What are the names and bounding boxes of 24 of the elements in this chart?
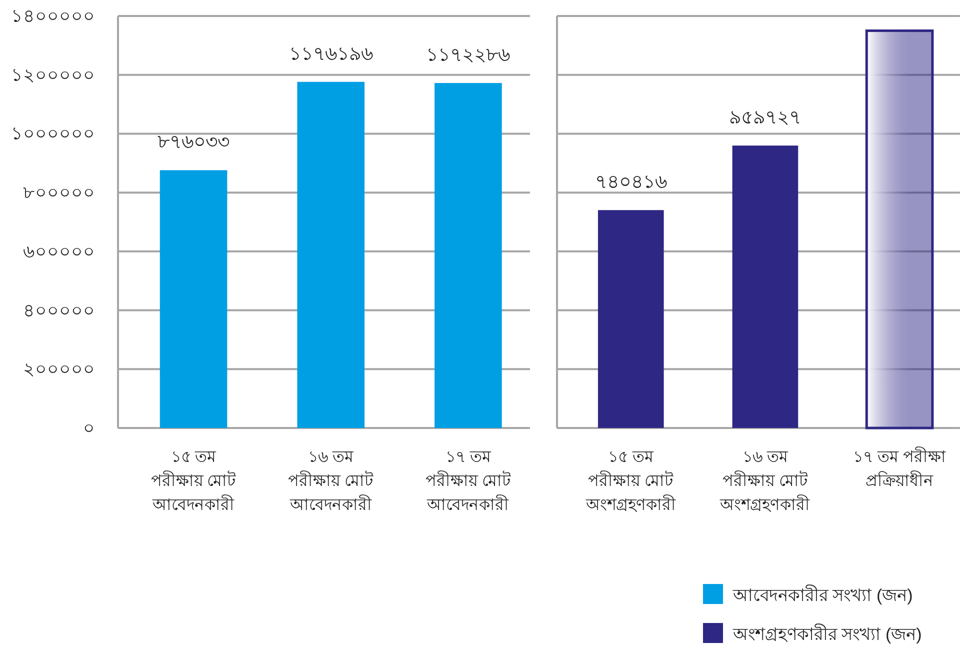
bar xyxy=(434,83,502,428)
x-tick-label: ১৭ তম পরীক্ষায় মোট আবেদনকারী xyxy=(425,449,511,514)
bar xyxy=(160,170,228,428)
legend-label: অংশগ্রহণকারীর সংখ্যা (জন) xyxy=(732,624,922,644)
x-tick-label: ১৬ তম পরীক্ষায় মোট অংশগ্রহণকারী xyxy=(719,449,810,514)
data-label: ১১৭৬১৯৬ xyxy=(288,44,373,65)
y-tick-label: ০ xyxy=(83,418,95,438)
x-tick-label: ১৫ তম পরীক্ষায় মোট আবেদনকারী xyxy=(150,449,236,514)
y-tick-label: ২০০০০০ xyxy=(23,359,95,380)
y-tick-label: ৪০০০০০ xyxy=(23,300,95,320)
y-tick-label: ১২০০০০০ xyxy=(11,64,95,85)
data-label: ১১৭২২৮৬ xyxy=(426,45,510,66)
data-label: ৮৭৬০৩৩ xyxy=(158,132,230,154)
y-tick-label: ১৪০০০০০ xyxy=(11,6,95,26)
bar xyxy=(297,82,365,428)
data-label: ৯৫৯৭২৭ xyxy=(729,108,802,129)
y-tick-label: ১০০০০০০ xyxy=(11,124,95,144)
y-tick-label: ৬০০০০০ xyxy=(23,241,95,262)
x-tick-label: ১৫ তম পরীক্ষায় মোট অংশগ্রহণকারী xyxy=(584,449,676,514)
x-tick-label: ১৬ তম পরীক্ষায় মোট আবেদনকারী xyxy=(288,449,374,514)
legend-label: আবেদনকারীর সংখ্যা (জন) xyxy=(732,585,913,605)
x-tick-label: ১৭ তম পরীক্ষা প্রক্রিয়াধীন xyxy=(853,447,946,490)
data-label: ৭৪০৪১৬ xyxy=(594,172,667,194)
y-tick-label: ৮০০০০০ xyxy=(23,182,95,203)
